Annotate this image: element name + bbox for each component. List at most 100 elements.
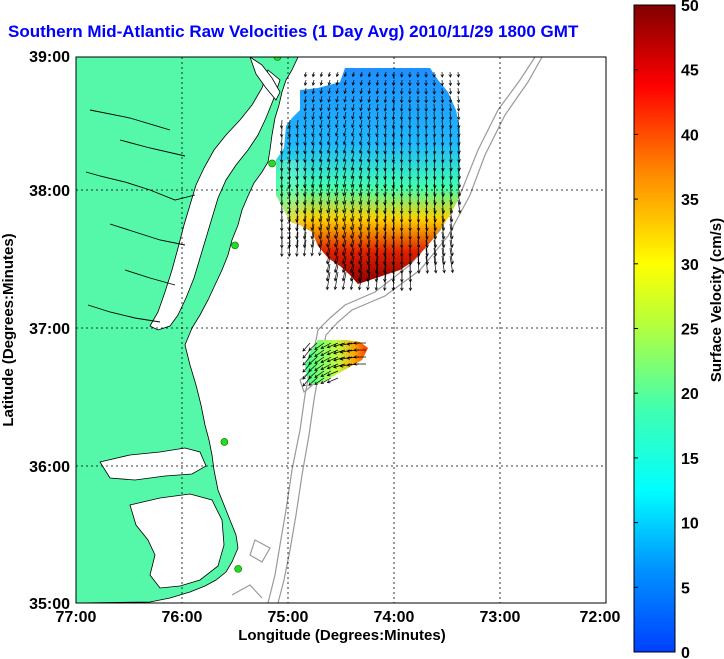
velocity-arrow <box>400 79 404 87</box>
velocity-arrow <box>280 239 284 258</box>
velocity-arrow <box>327 87 331 95</box>
velocity-arrow <box>375 87 380 95</box>
velocity-arrow <box>358 239 363 257</box>
velocity-arrow <box>366 167 371 180</box>
velocity-arrow <box>440 127 445 138</box>
velocity-arrow <box>366 159 371 172</box>
velocity-vectors <box>279 71 462 387</box>
velocity-arrow <box>391 231 395 249</box>
velocity-arrow <box>333 363 346 369</box>
velocity-arrow <box>287 231 292 249</box>
velocity-arrow <box>343 95 347 103</box>
y-tick-label: 39:00 <box>29 49 70 66</box>
velocity-arrow <box>358 207 363 223</box>
velocity-arrow <box>440 135 445 146</box>
velocity-arrow <box>333 231 339 248</box>
velocity-arrow <box>359 119 363 129</box>
velocity-arrow <box>367 95 371 103</box>
velocity-arrow <box>327 79 332 86</box>
x-tick-label: 73:00 <box>480 609 521 626</box>
velocity-arrow <box>311 143 315 155</box>
velocity-arrow <box>416 111 420 121</box>
velocity-arrow <box>358 175 363 188</box>
velocity-arrow <box>341 231 347 248</box>
velocity-arrow <box>456 95 461 104</box>
velocity-arrow <box>341 255 347 274</box>
velocity-arrow <box>350 215 355 231</box>
velocity-arrow <box>366 183 371 197</box>
velocity-arrow <box>425 223 429 240</box>
velocity-arrow <box>314 370 325 378</box>
velocity-arrow <box>383 111 388 121</box>
velocity-arrow <box>383 135 387 146</box>
velocity-arrow <box>425 215 429 232</box>
velocity-arrow <box>287 175 292 189</box>
velocity-arrow <box>302 349 311 359</box>
velocity-arrow <box>366 271 371 291</box>
velocity-arrow <box>325 247 331 265</box>
velocity-arrow <box>350 159 355 171</box>
velocity-arrow <box>457 143 461 155</box>
velocity-arrow <box>457 199 462 214</box>
velocity-arrow <box>334 207 339 222</box>
velocity-arrow <box>359 79 364 86</box>
colorbar-tick-label: 50 <box>681 0 699 15</box>
velocity-arrow <box>343 111 347 120</box>
velocity-arrow <box>314 342 325 350</box>
velocity-arrow <box>416 103 420 112</box>
velocity-arrow <box>295 127 299 138</box>
velocity-arrow <box>383 103 388 112</box>
velocity-arrow <box>303 103 307 112</box>
velocity-arrow <box>326 175 331 188</box>
x-axis-label: Longitude (Degrees:Minutes) <box>238 627 446 644</box>
velocity-arrow <box>440 95 445 104</box>
velocity-arrow <box>399 87 404 95</box>
y-tick-label: 36:00 <box>29 459 70 476</box>
velocity-arrow <box>319 127 323 137</box>
velocity-arrow <box>456 119 461 129</box>
delaware-bay <box>249 57 281 101</box>
velocity-arrow <box>326 231 331 248</box>
velocity-arrow <box>399 103 404 112</box>
velocity-arrow <box>302 363 311 373</box>
velocity-arrow <box>318 167 323 180</box>
velocity-arrow <box>359 95 363 103</box>
velocity-arrow <box>353 341 367 345</box>
velocity-arrow <box>424 159 429 172</box>
velocity-arrow <box>350 223 355 240</box>
y-axis: 39:00 38:00 37:00 36:00 35:00 Latitude (… <box>0 49 70 613</box>
velocity-arrow <box>448 79 453 87</box>
velocity-arrow <box>342 199 347 214</box>
x-tick-label: 72:00 <box>580 609 621 626</box>
velocity-arrow <box>432 95 436 104</box>
velocity-arrow <box>319 119 323 129</box>
velocity-arrow <box>358 191 363 206</box>
velocity-arrow <box>440 119 445 129</box>
station-marker <box>220 438 229 446</box>
velocity-arrow <box>303 95 308 104</box>
velocity-arrow <box>335 79 340 86</box>
velocity-arrow <box>342 135 347 146</box>
y-tick-label: 37:00 <box>29 321 70 338</box>
velocity-arrow <box>358 231 363 248</box>
velocity-arrow <box>326 167 331 180</box>
velocity-arrow <box>359 71 364 78</box>
velocity-arrow <box>433 255 438 274</box>
velocity-arrow <box>333 349 346 355</box>
velocity-arrow <box>326 370 339 377</box>
velocity-arrow <box>325 239 331 257</box>
velocity-arrow <box>334 215 339 231</box>
velocity-arrow <box>359 103 363 112</box>
velocity-arrow <box>391 119 396 129</box>
velocity-arrow <box>339 342 353 347</box>
velocity-arrow <box>326 191 331 205</box>
york-river <box>124 269 176 286</box>
velocity-arrow <box>399 135 404 147</box>
velocity-arrow <box>358 167 363 180</box>
colorbar-gradient <box>633 4 676 653</box>
velocity-arrow <box>367 127 371 138</box>
velocity-arrow <box>308 363 318 372</box>
velocity-arrow <box>319 135 323 146</box>
velocity-arrow <box>399 143 404 155</box>
